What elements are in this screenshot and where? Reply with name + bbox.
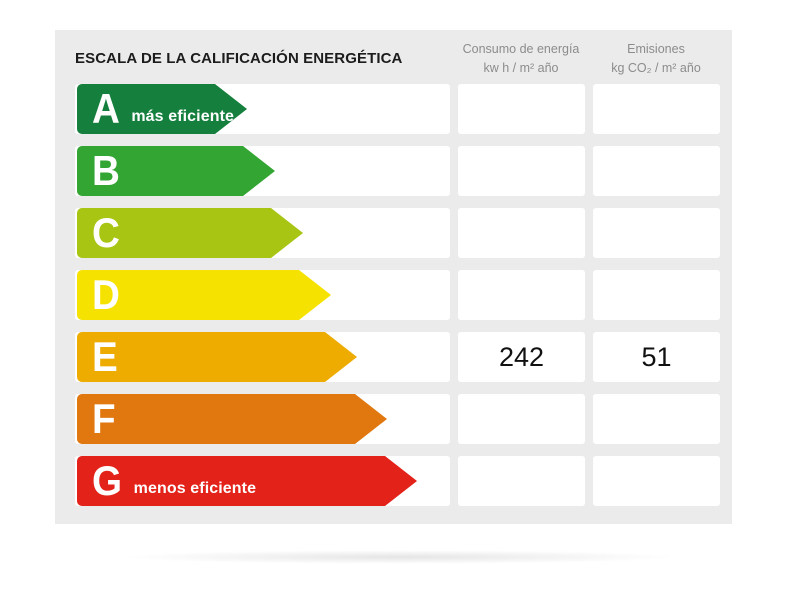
rating-rows: A más eficiente B C xyxy=(55,30,732,524)
energy-rating-panel: ESCALA DE LA CALIFICACIÓN ENERGÉTICA Con… xyxy=(55,30,732,524)
rating-letter: C xyxy=(92,209,120,256)
rating-letter: B xyxy=(92,147,120,194)
emissions-value-cell xyxy=(593,208,720,258)
column-header-energy-name: Consumo de energía xyxy=(462,42,580,56)
column-header-emissions: Emisiones kg CO₂ / m² año xyxy=(576,40,736,78)
rating-sublabel: menos eficiente xyxy=(133,480,257,497)
emissions-value-cell xyxy=(593,270,720,320)
rating-bar-arrow: C xyxy=(77,208,303,258)
rating-letter: A xyxy=(92,85,120,132)
rating-row-f: F xyxy=(75,394,720,444)
energy-value-cell xyxy=(458,394,585,444)
bar-track: C xyxy=(75,208,450,258)
rating-row-e: E 242 51 xyxy=(75,332,720,382)
emissions-value-cell xyxy=(593,84,720,134)
rating-bar-arrow: E xyxy=(77,332,357,382)
rating-bar-arrow: G menos eficiente xyxy=(77,456,417,506)
emissions-value-cell xyxy=(593,146,720,196)
rating-letter: F xyxy=(92,395,116,442)
rating-row-a: A más eficiente xyxy=(75,84,720,134)
bar-track: B xyxy=(75,146,450,196)
energy-value-cell: 242 xyxy=(458,332,585,382)
energy-value-cell xyxy=(458,456,585,506)
rating-row-d: D xyxy=(75,270,720,320)
bar-track: A más eficiente xyxy=(75,84,450,134)
emissions-value-cell xyxy=(593,394,720,444)
rating-row-c: C xyxy=(75,208,720,258)
energy-value-cell xyxy=(458,208,585,258)
bar-track: F xyxy=(75,394,450,444)
energy-value: 242 xyxy=(498,341,545,372)
emissions-value-cell xyxy=(593,456,720,506)
page-shadow xyxy=(120,550,680,564)
rating-letter: G xyxy=(92,457,123,504)
emissions-value: 51 xyxy=(641,341,672,372)
energy-value-cell xyxy=(458,84,585,134)
energy-value-cell xyxy=(458,270,585,320)
bar-track: D xyxy=(75,270,450,320)
energy-value-cell xyxy=(458,146,585,196)
column-header-energy: Consumo de energía kw h / m² año xyxy=(441,40,601,78)
rating-row-g: G menos eficiente xyxy=(75,456,720,506)
rating-letter: E xyxy=(92,333,118,380)
column-header-energy-unit: kw h / m² año xyxy=(483,60,559,75)
column-header-emissions-unit: kg CO₂ / m² año xyxy=(611,60,701,75)
rating-bar-arrow: F xyxy=(77,394,387,444)
rating-bar-arrow: D xyxy=(77,270,331,320)
rating-bar-arrow: B xyxy=(77,146,275,196)
emissions-value-cell: 51 xyxy=(593,332,720,382)
bar-track: G menos eficiente xyxy=(75,456,450,506)
panel-title: ESCALA DE LA CALIFICACIÓN ENERGÉTICA xyxy=(75,50,403,67)
rating-bar-arrow: A más eficiente xyxy=(77,84,247,134)
column-header-emissions-name: Emisiones xyxy=(627,42,685,56)
rating-letter: D xyxy=(92,271,120,318)
rating-row-b: B xyxy=(75,146,720,196)
rating-sublabel: más eficiente xyxy=(131,108,235,125)
bar-track: E xyxy=(75,332,450,382)
